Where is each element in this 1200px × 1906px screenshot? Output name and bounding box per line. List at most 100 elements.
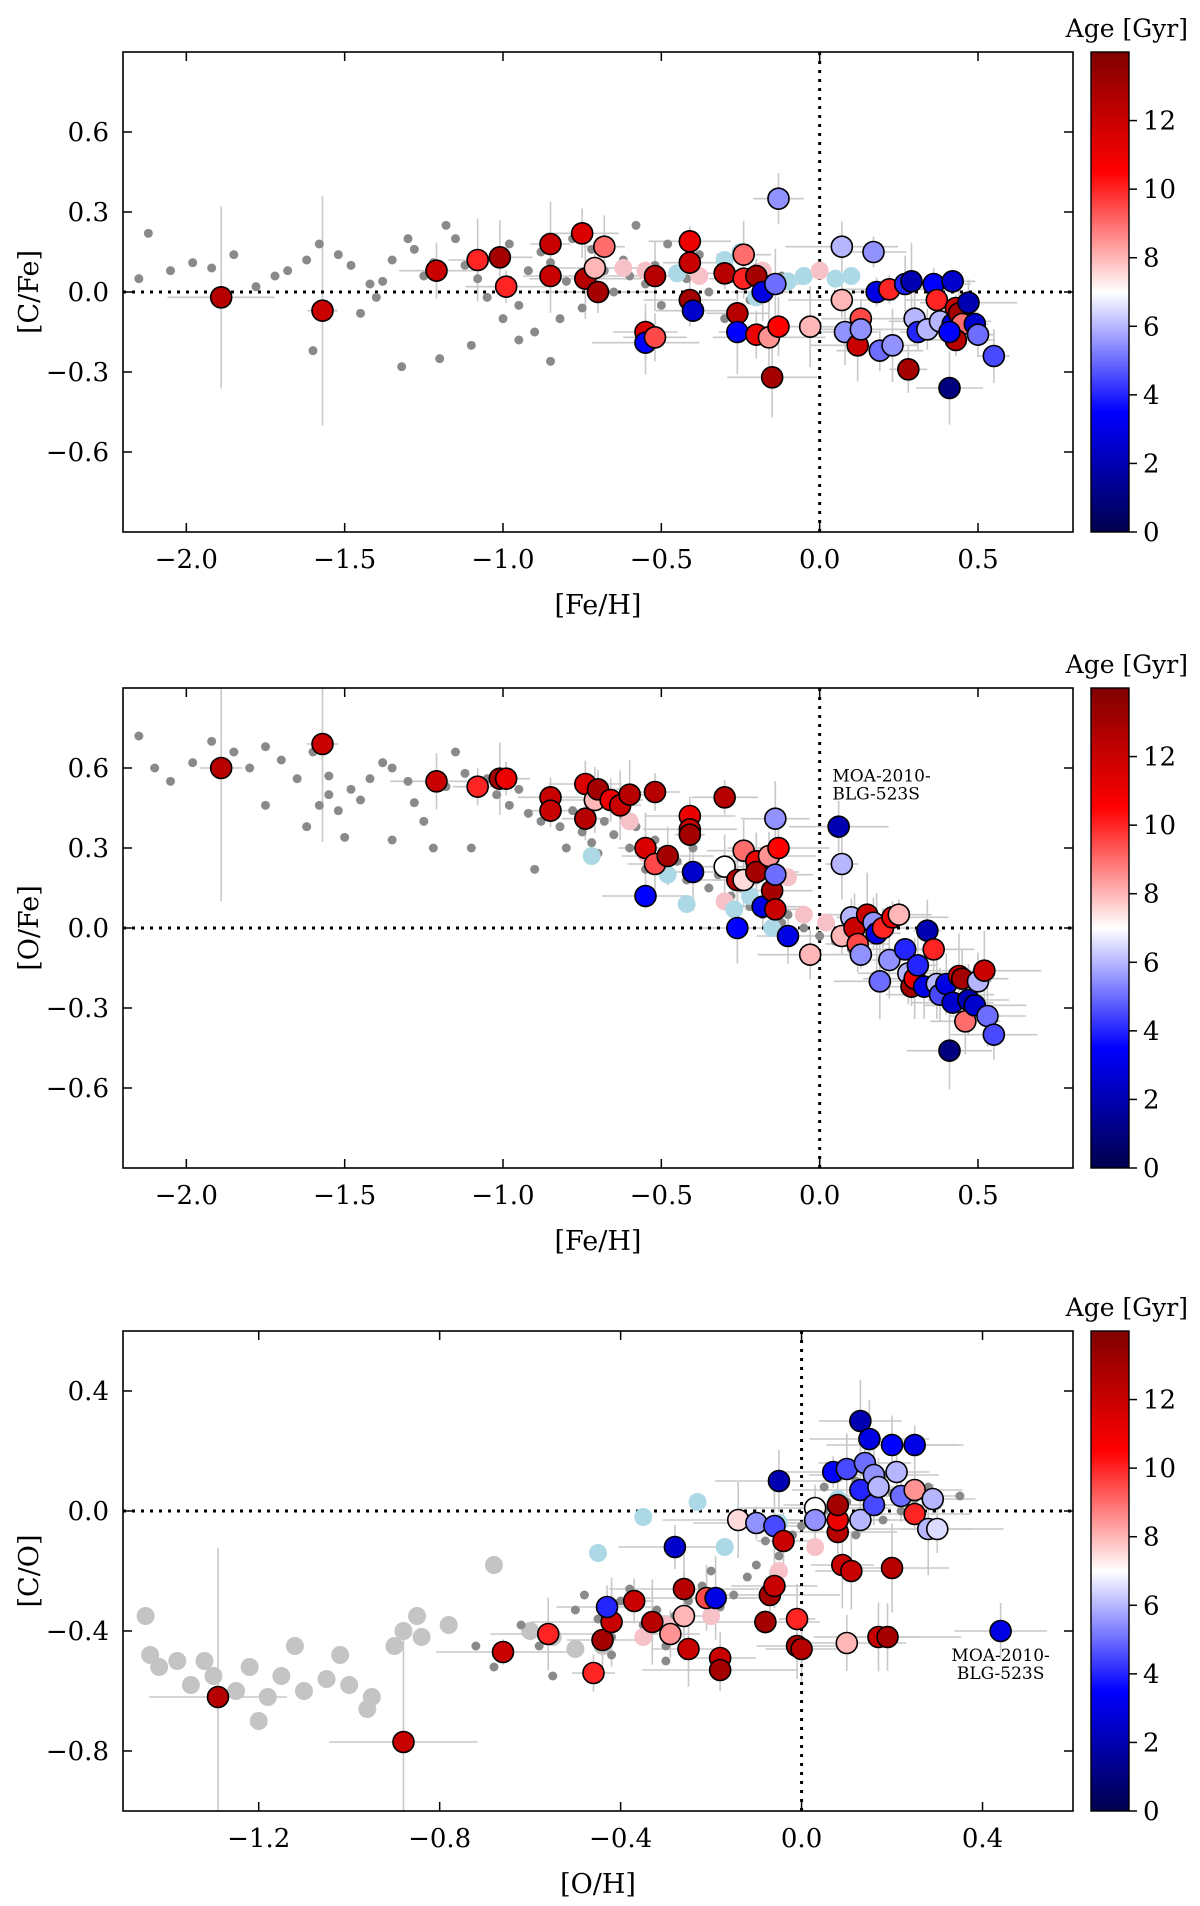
background-star xyxy=(568,806,578,816)
background-star xyxy=(261,742,270,752)
age-point xyxy=(583,256,607,280)
background-star xyxy=(815,931,825,941)
age-point xyxy=(830,288,854,312)
light-point xyxy=(826,269,845,288)
background-star xyxy=(276,755,286,765)
age-point xyxy=(536,1622,560,1646)
age-point xyxy=(586,280,610,304)
age-point xyxy=(868,970,892,993)
colorbar-tick-label: 10 xyxy=(1143,1454,1176,1484)
colorbar-title: Age [Gyr] xyxy=(1065,1293,1188,1322)
grey-large-point xyxy=(240,1658,259,1676)
age-point xyxy=(867,1475,890,1499)
x-ticks: −2.0 −1.5 −1.0 −0.5 0.0 0.5 xyxy=(155,52,999,575)
age-point xyxy=(570,222,594,245)
background-star xyxy=(819,1482,829,1492)
background-star xyxy=(482,292,492,302)
background-star xyxy=(460,768,470,778)
light-point xyxy=(842,267,861,285)
colorbar-tick-label: 8 xyxy=(1143,1523,1160,1553)
light-point xyxy=(810,261,829,280)
age-point xyxy=(876,1625,899,1649)
age-point xyxy=(672,1577,696,1601)
age-point xyxy=(726,302,749,325)
x-axis-label: [Fe/H] xyxy=(555,1226,642,1257)
light-point xyxy=(620,812,639,831)
age-point xyxy=(206,1685,230,1709)
colorbar-ticks: 0 2 4 6 8 10 12 xyxy=(1129,743,1176,1184)
age-point xyxy=(209,756,233,780)
age-point xyxy=(726,320,749,344)
background-star xyxy=(534,1641,544,1651)
x-axis-label: [Fe/H] xyxy=(555,590,642,621)
background-star xyxy=(365,279,375,289)
annotation-text: MOA-2010- xyxy=(951,1646,1049,1666)
x-tick-label: −2.0 xyxy=(155,545,218,575)
background-star xyxy=(473,274,483,284)
age-point xyxy=(849,943,873,966)
background-star xyxy=(751,1560,761,1570)
reference-lines xyxy=(123,1331,1073,1811)
background-star xyxy=(314,800,324,810)
colorbar-tick-label: 12 xyxy=(1143,107,1176,137)
background-star xyxy=(799,923,809,933)
y-tick-label: −0.6 xyxy=(46,1074,109,1104)
plot-area xyxy=(123,1331,1073,1811)
background-star xyxy=(661,1656,671,1666)
age-point xyxy=(622,1589,646,1613)
age-point xyxy=(938,376,961,400)
plot-area xyxy=(123,688,1073,1168)
age-point xyxy=(925,1517,949,1541)
background-star xyxy=(188,258,198,268)
light-point xyxy=(582,847,601,865)
colorbar-tick-label: 2 xyxy=(1143,1085,1160,1115)
age-point xyxy=(903,1433,926,1457)
background-star xyxy=(188,758,198,768)
age-point xyxy=(982,344,1006,368)
age-point xyxy=(681,299,705,322)
light-point xyxy=(614,259,633,277)
age-point xyxy=(900,270,923,293)
background-star xyxy=(561,276,571,286)
age-point xyxy=(989,1619,1012,1643)
background-star xyxy=(419,816,429,826)
y-tick-label: −0.4 xyxy=(46,1617,109,1647)
x-tick-label: 0.0 xyxy=(799,1181,840,1211)
age-point xyxy=(466,775,489,798)
age-point xyxy=(311,299,334,322)
age-point xyxy=(880,1433,904,1457)
colorbar-ticks: 0 2 4 6 8 10 12 xyxy=(1129,1386,1176,1827)
age-point xyxy=(973,959,996,982)
light-point xyxy=(677,895,696,913)
age-point xyxy=(903,1502,926,1526)
background-star xyxy=(609,287,619,297)
x-tick-label: −1.0 xyxy=(471,1181,534,1211)
colorbar-title: Age [Gyr] xyxy=(1065,14,1188,43)
grey-large-point xyxy=(168,1652,187,1670)
background-star xyxy=(150,763,160,773)
grey-large-point xyxy=(285,1637,304,1655)
age-point xyxy=(862,240,885,264)
background-star xyxy=(466,843,476,853)
panel-cfe-vs-feh: −2.0 −1.5 −1.0 −0.5 0.0 0.5 −0.6 −0.3 0.0 0.3 0.6… xyxy=(14,14,1188,621)
age-point xyxy=(672,1604,696,1628)
background-star xyxy=(229,747,239,757)
background-star xyxy=(704,883,714,893)
background-star xyxy=(346,260,356,270)
background-star xyxy=(663,239,673,249)
age-point xyxy=(640,1610,664,1634)
colorbar-tick-label: 6 xyxy=(1143,948,1160,978)
age-point xyxy=(921,1487,945,1511)
background-star xyxy=(577,303,587,313)
background-star xyxy=(742,1572,752,1582)
background-star xyxy=(308,346,318,356)
age-point xyxy=(938,1039,961,1062)
background-star xyxy=(428,843,438,853)
background-star xyxy=(489,1662,499,1672)
age-point xyxy=(798,315,822,338)
background-star xyxy=(333,250,343,260)
background-star xyxy=(625,843,635,853)
x-tick-label: −1.5 xyxy=(313,1181,376,1211)
age-point xyxy=(643,780,667,804)
